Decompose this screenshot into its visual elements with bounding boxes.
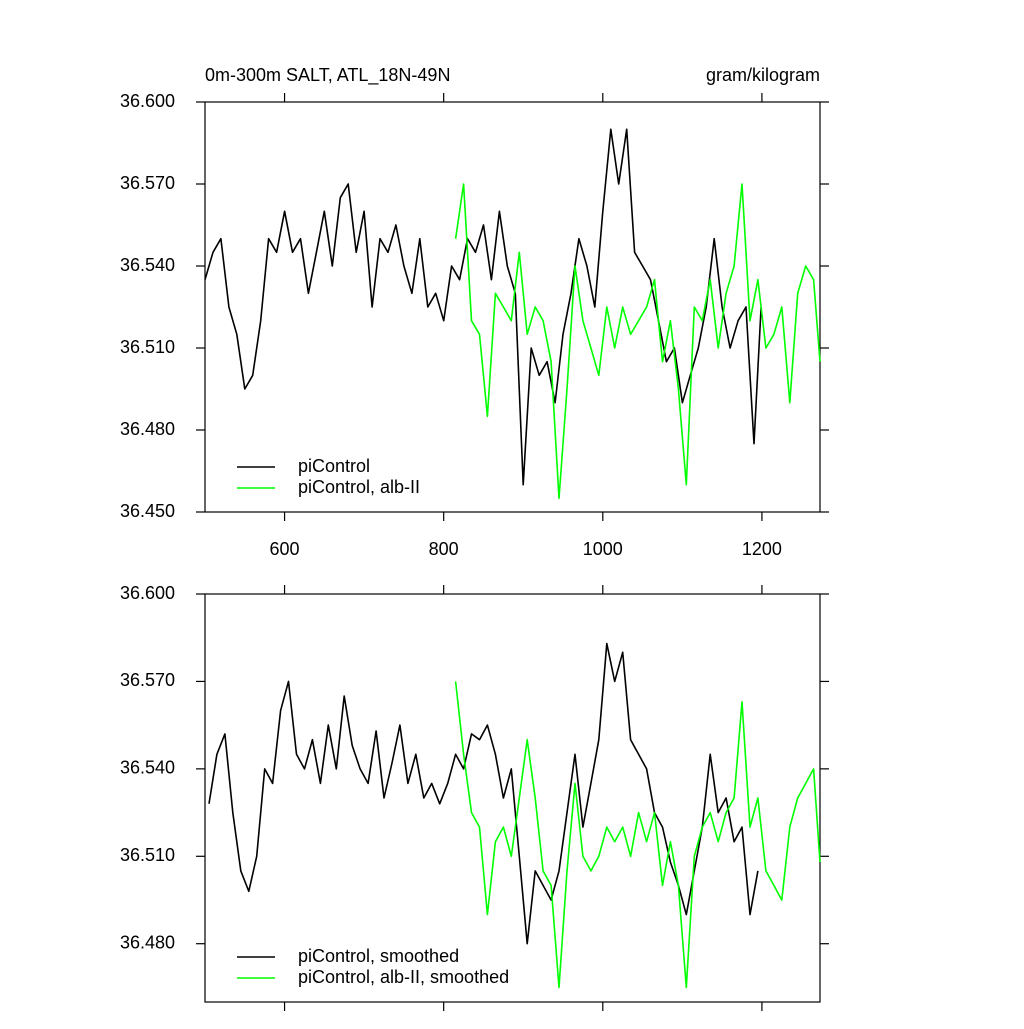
y-tick-label: 36.510: [120, 337, 175, 357]
series-line: [208, 642, 759, 945]
y-tick-label: 36.540: [120, 758, 175, 778]
x-tick-label: 600: [270, 539, 300, 559]
y-tick-label: 36.480: [120, 419, 175, 439]
y-tick-label: 36.570: [120, 173, 175, 193]
y-tick-label: 36.570: [120, 670, 175, 690]
x-tick-label: 800: [429, 539, 459, 559]
x-tick-label: 1200: [742, 539, 782, 559]
plot-frame: [204, 101, 821, 513]
series-line: [204, 128, 762, 486]
legend-label: piControl, alb-II, smoothed: [298, 967, 509, 987]
chart-title: 0m-300m SALT, ATL_18N-49N: [205, 65, 450, 86]
y-tick-label: 36.450: [120, 501, 175, 521]
series-line: [454, 681, 821, 989]
series-line: [454, 183, 821, 500]
x-tick-label: 1000: [583, 539, 623, 559]
legend-label: piControl, smoothed: [298, 946, 459, 966]
y-tick-label: 36.540: [120, 255, 175, 275]
plot-frame: [204, 593, 821, 1003]
legend-label: piControl, alb-II: [298, 477, 420, 497]
y-tick-label: 36.600: [120, 583, 175, 603]
legend-label: piControl: [298, 456, 370, 476]
y-tick-label: 36.510: [120, 845, 175, 865]
units-label: gram/kilogram: [706, 65, 820, 85]
y-tick-label: 36.600: [120, 91, 175, 111]
y-tick-label: 36.480: [120, 932, 175, 952]
